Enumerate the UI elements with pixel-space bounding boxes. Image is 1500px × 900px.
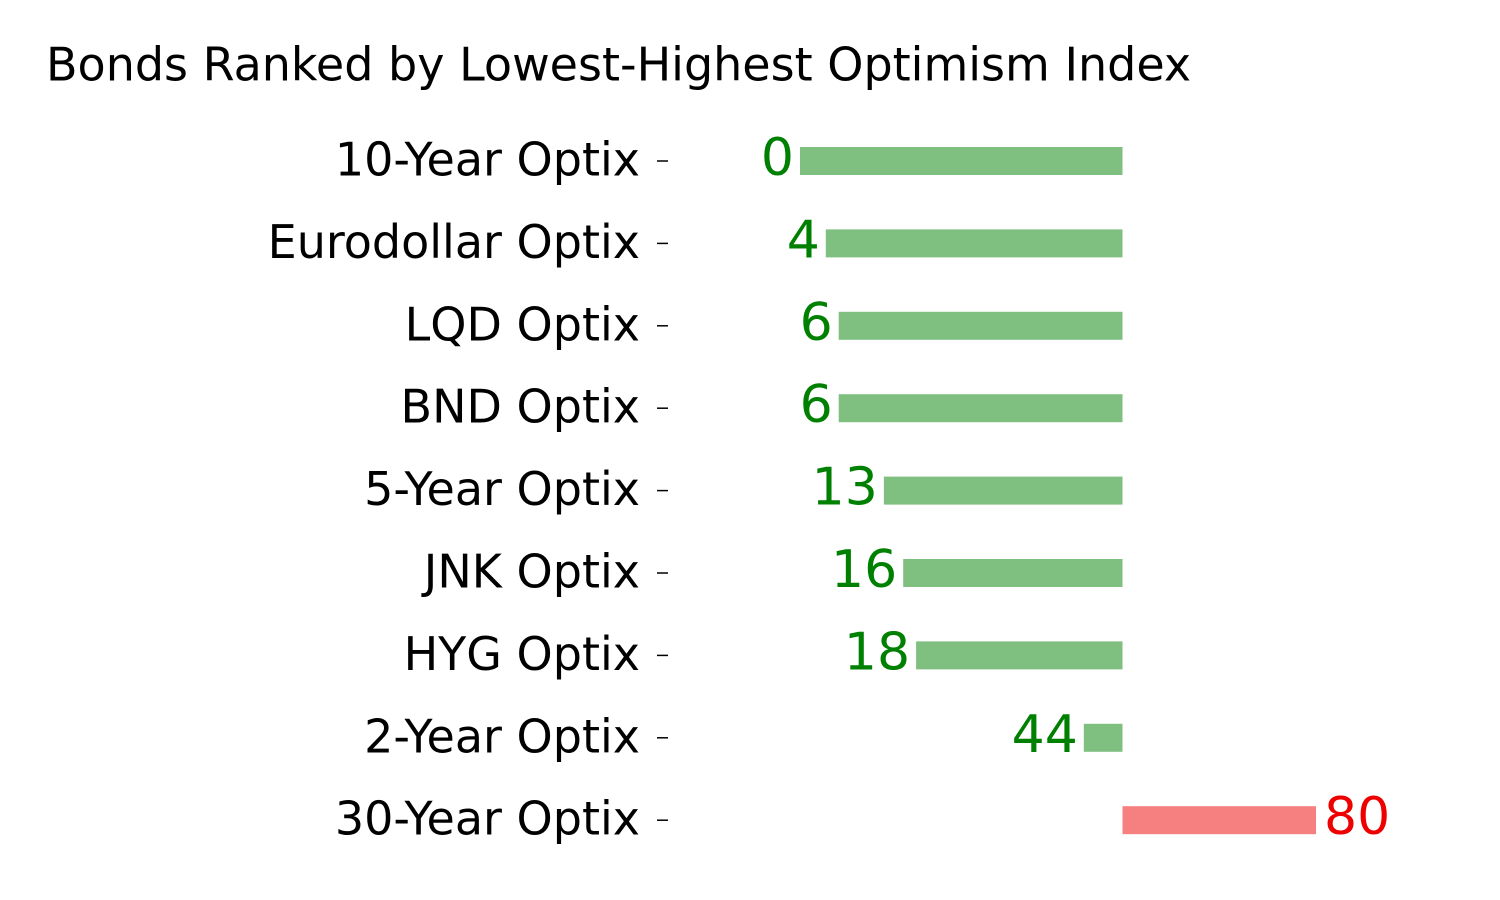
y-tick-label: HYG Optix [404, 627, 640, 681]
bar [1122, 806, 1316, 835]
bar [916, 641, 1123, 670]
value-label: 6 [800, 375, 833, 435]
value-label: 80 [1324, 787, 1390, 847]
y-tick-label: BND Optix [401, 380, 640, 434]
y-tick-label: 30-Year Optix [335, 792, 640, 846]
y-tick-label: 5-Year Optix [364, 462, 640, 516]
y-tick-label: Eurodollar Optix [268, 215, 640, 269]
value-label: 44 [1012, 705, 1078, 765]
bar [838, 311, 1123, 340]
value-label: 16 [831, 540, 897, 600]
bar [825, 229, 1123, 258]
value-label: 6 [800, 293, 833, 353]
bar [903, 559, 1123, 587]
value-label: 4 [787, 210, 820, 270]
bar [838, 394, 1123, 423]
bar [800, 147, 1123, 175]
y-tick-label: 2-Year Optix [364, 709, 640, 763]
bar [883, 476, 1123, 505]
chart-title: Bonds Ranked by Lowest-Highest Optimism … [46, 38, 1191, 92]
value-label: 0 [761, 128, 794, 188]
value-label: 18 [844, 622, 910, 682]
value-label: 13 [812, 458, 878, 518]
y-tick-label: JNK Optix [421, 545, 640, 599]
y-tick-label: 10-Year Optix [335, 133, 640, 187]
bar [1083, 723, 1123, 752]
y-tick-label: LQD Optix [405, 297, 640, 351]
